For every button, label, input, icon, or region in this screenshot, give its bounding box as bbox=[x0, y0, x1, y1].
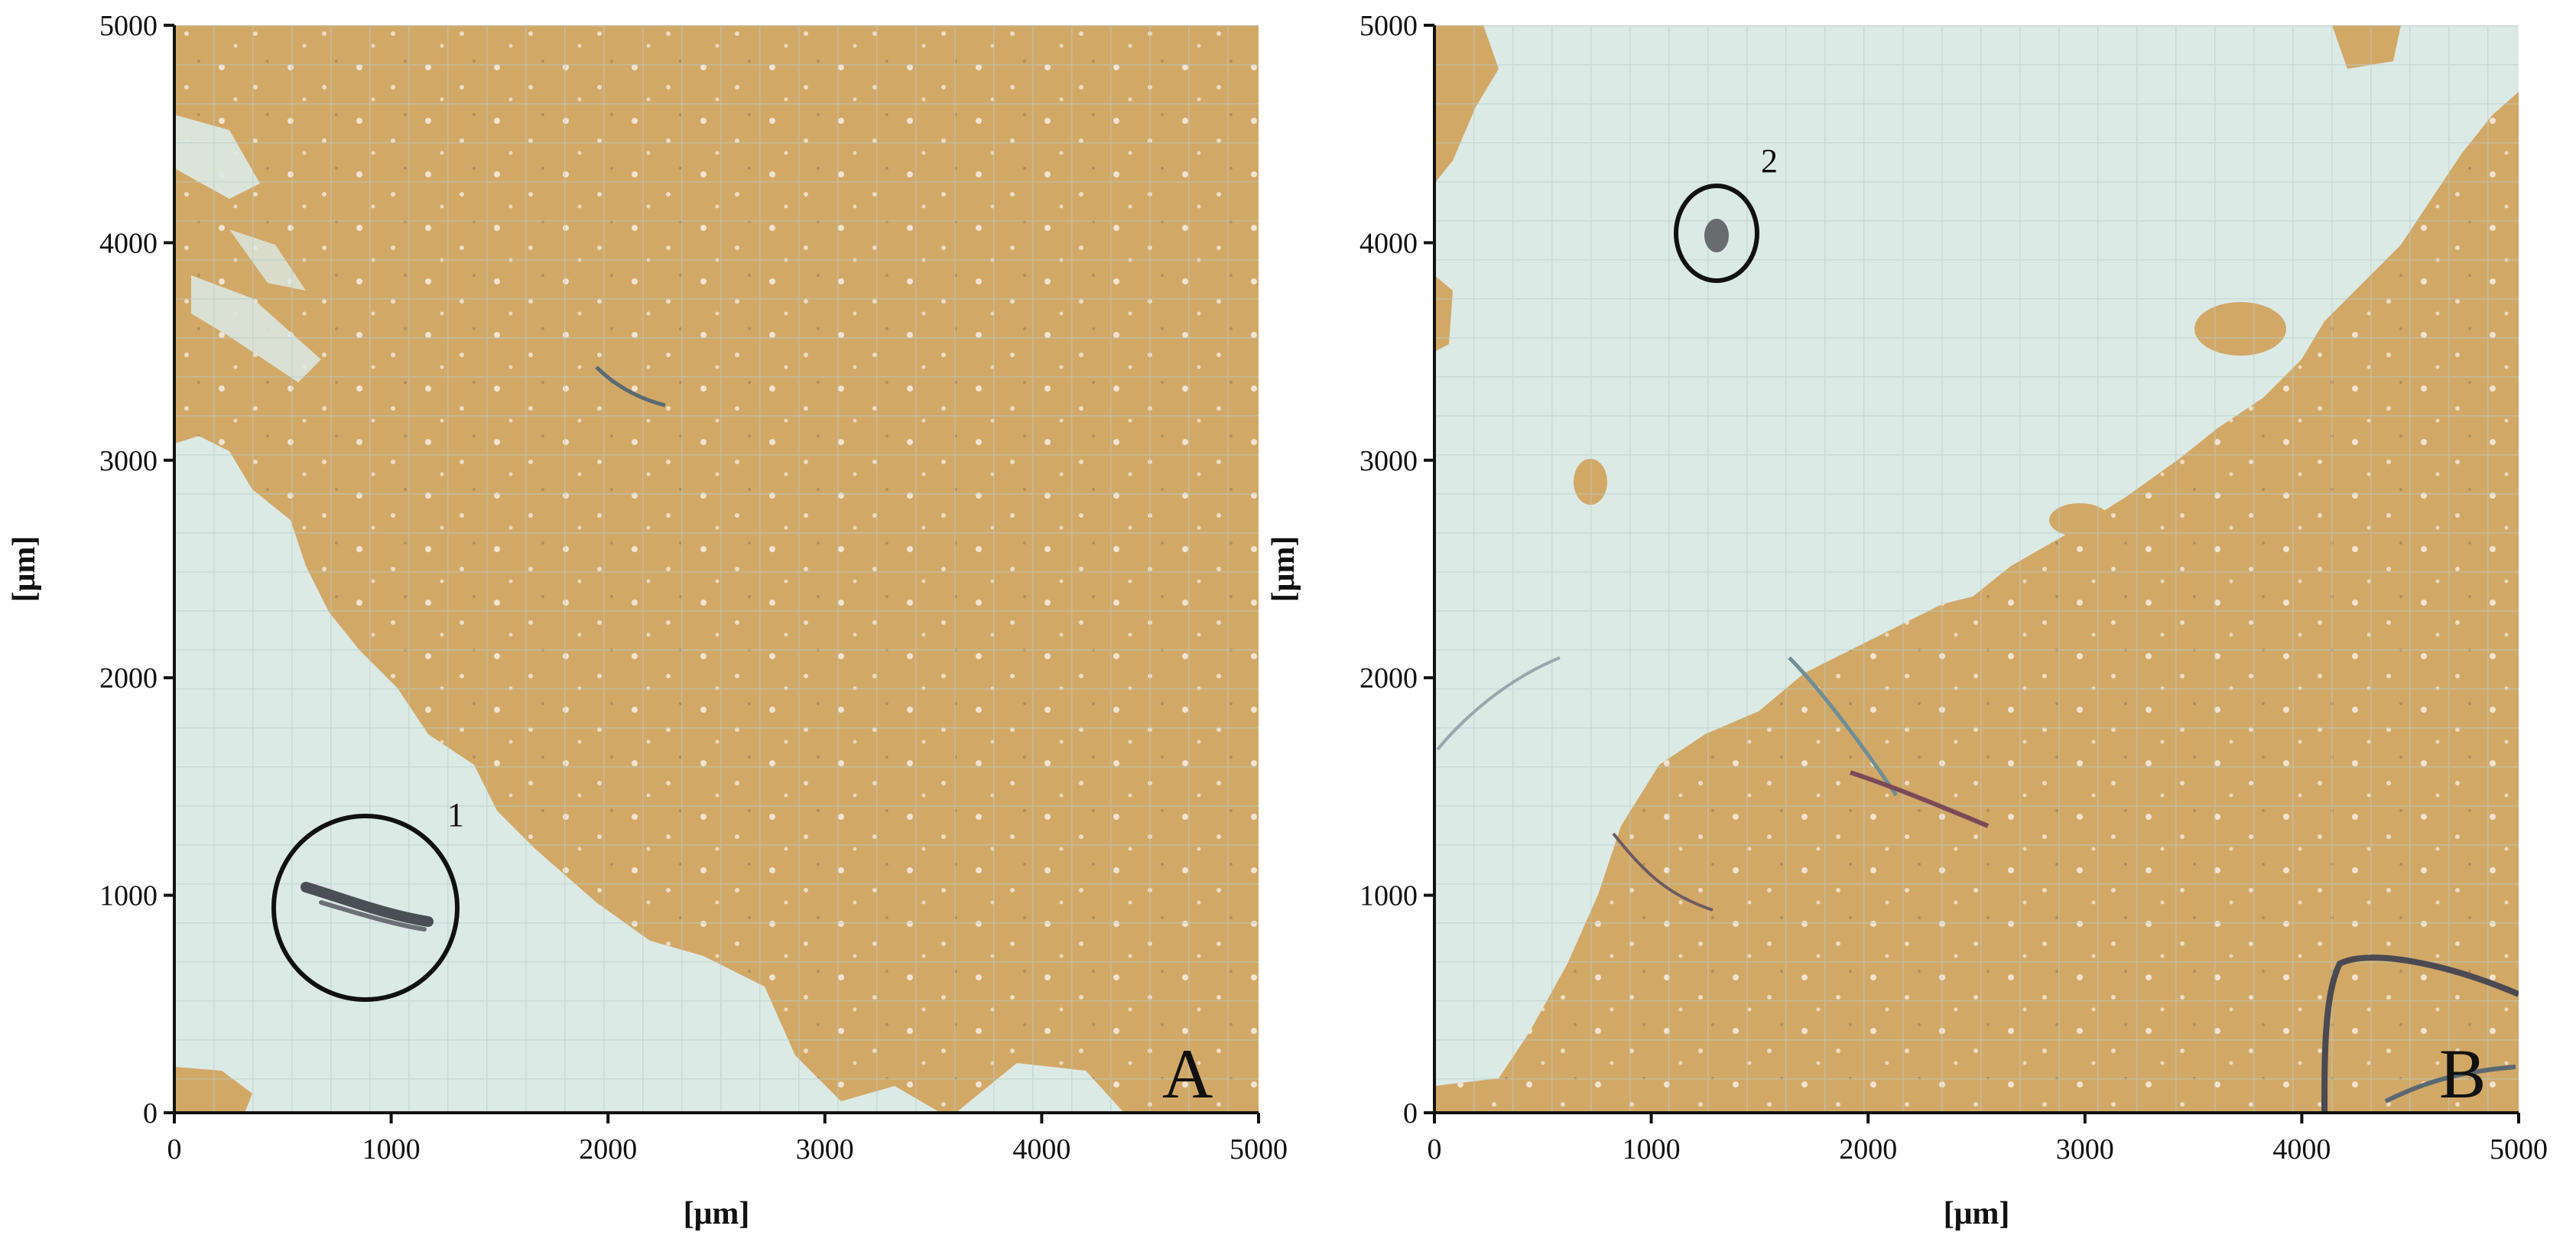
panel-b-y-tick-label: 3000 bbox=[1359, 445, 1418, 477]
panel-a-x-tick-label: 1000 bbox=[362, 1133, 421, 1166]
annotation-label-2: 2 bbox=[1761, 142, 1778, 180]
panel-a-y-tick-label: 4000 bbox=[99, 227, 158, 259]
panel-b-x-tick-label: 0 bbox=[1428, 1133, 1442, 1166]
panel-b-x-tick-label: 2000 bbox=[1839, 1133, 1897, 1166]
panel-b-x-axis-title: [μm] bbox=[1944, 1196, 2010, 1231]
panel-a-y-tick-label: 2000 bbox=[99, 662, 158, 694]
panel-a-y-tick-label: 3000 bbox=[99, 445, 158, 477]
panel-b-x-tick-label: 3000 bbox=[2056, 1133, 2114, 1166]
panel-a-x-tick-label: 4000 bbox=[1012, 1133, 1070, 1166]
annotation-label-1: 1 bbox=[447, 796, 464, 834]
panel-b-y-tick-label: 0 bbox=[1403, 1097, 1418, 1130]
panel-a-x-tick-label: 3000 bbox=[796, 1133, 854, 1166]
panel-b-x-tick-label: 5000 bbox=[2490, 1133, 2548, 1166]
panel-b-x-tick-label: 1000 bbox=[1623, 1133, 1681, 1166]
panel-a-x-tick-label: 0 bbox=[167, 1133, 182, 1166]
annotation-circle-1 bbox=[271, 814, 460, 1002]
panel-a-x-tick-label: 2000 bbox=[579, 1133, 637, 1166]
panel-b-annotations: 2 B bbox=[1674, 142, 2486, 1113]
panel-b-y-tick-label: 5000 bbox=[1359, 10, 1418, 42]
panel-a-axes: 0 1000 2000 3000 4000 5000 0 1000 2000 3000 4000 50… bbox=[99, 10, 1288, 1166]
panel-b-x-tick-label: 4000 bbox=[2272, 1133, 2331, 1166]
annotation-circle-2 bbox=[1674, 184, 1759, 283]
panel-b-y-axis-title: [μm] bbox=[1266, 536, 1301, 603]
fiber-1 bbox=[300, 882, 434, 927]
panel-a-y-tick-label: 0 bbox=[143, 1097, 158, 1130]
panel-letter-b: B bbox=[2439, 1035, 2486, 1113]
panel-a-y-tick-label: 5000 bbox=[99, 10, 158, 42]
panel-a-y-tick-label: 1000 bbox=[99, 880, 158, 912]
panel-a-annotations: 1 A bbox=[271, 796, 1213, 1113]
panel-b-y-tick-label: 2000 bbox=[1359, 662, 1418, 694]
panel-b-axes: 0 1000 2000 3000 4000 5000 0 1000 2000 3000 4000 50… bbox=[1359, 10, 2548, 1166]
panel-a-x-tick-label: 5000 bbox=[1230, 1133, 1288, 1166]
panel-b-image bbox=[1434, 25, 2519, 1113]
panel-a-y-axis-title: [μm] bbox=[7, 536, 42, 603]
panel-b-y-tick-label: 4000 bbox=[1359, 227, 1418, 259]
panel-a-x-axis-title: [μm] bbox=[684, 1196, 750, 1231]
panel-a-image bbox=[174, 25, 1259, 1113]
panel-letter-a: A bbox=[1162, 1035, 1213, 1113]
panel-b-y-tick-label: 1000 bbox=[1359, 880, 1418, 912]
particle-2 bbox=[1704, 219, 1729, 252]
